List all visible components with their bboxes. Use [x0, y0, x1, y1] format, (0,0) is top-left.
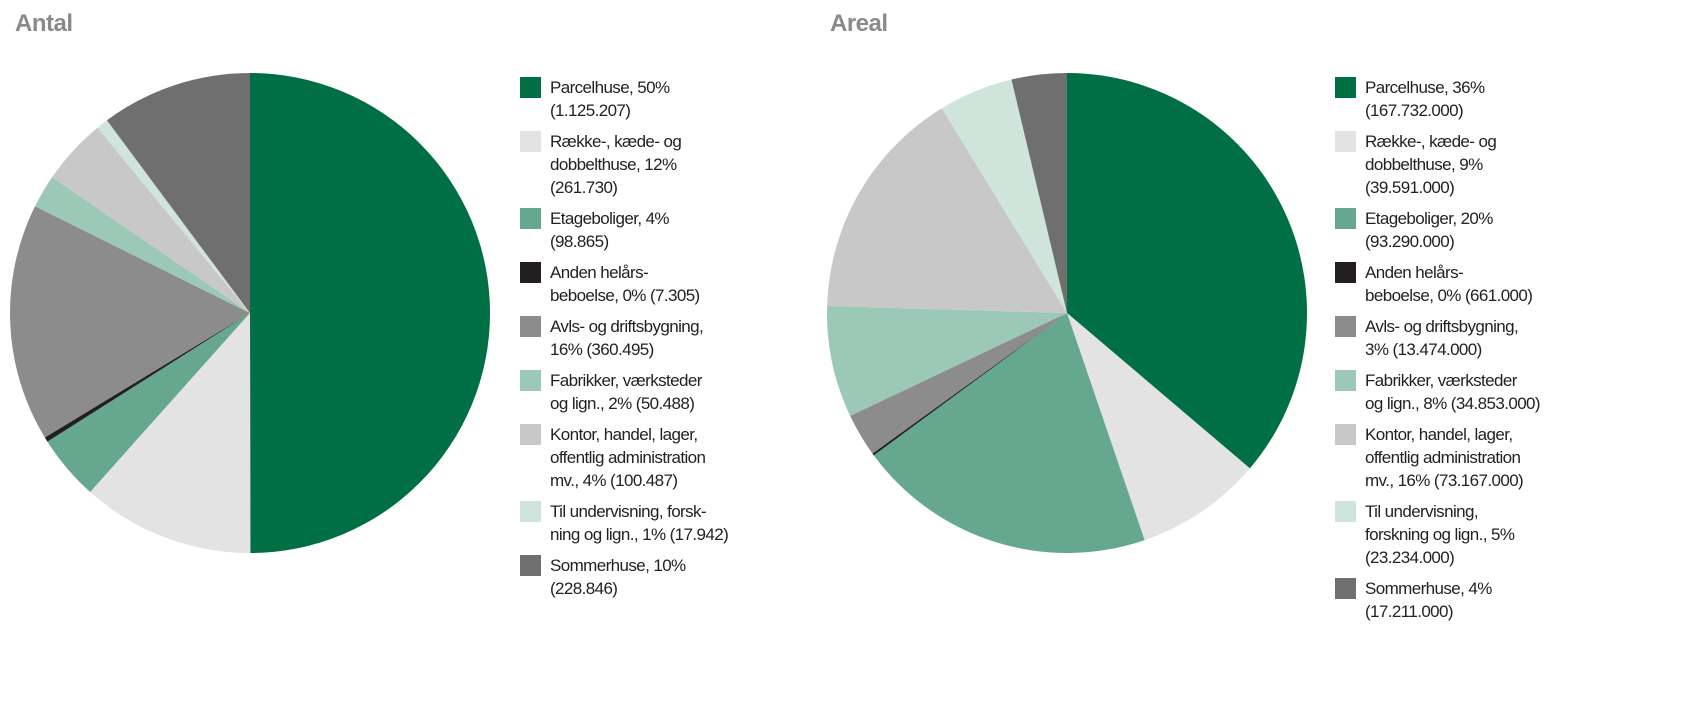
legend-item: Til undervisning, forskning og lign., 5%…: [1335, 500, 1675, 569]
legend-item: Sommerhuse, 4% (17.211.000): [1335, 577, 1675, 623]
legend-item: Anden helårs- beboelse, 0% (7.305): [520, 261, 860, 307]
legend-swatch: [1335, 424, 1356, 445]
legend-swatch: [520, 424, 541, 445]
legend-label: Række-, kæde- og dobbelthuse, 9% (39.591…: [1365, 132, 1497, 197]
pie-slice: [35, 177, 250, 313]
pie-slice: [47, 313, 250, 492]
legend-label: Parcelhuse, 36% (167.732.000): [1365, 78, 1485, 120]
legend-label: Række-, kæde- og dobbelthuse, 12% (261.7…: [550, 132, 682, 197]
pie-chart: [9, 73, 491, 554]
legend-label: Sommerhuse, 4% (17.211.000): [1365, 579, 1492, 621]
pie-slice: [1067, 73, 1307, 469]
pie-slice: [827, 305, 1067, 416]
legend-label: Til undervisning, forsk- ning og lign., …: [550, 502, 729, 544]
legend-item: Parcelhuse, 50% (1.125.207): [520, 76, 860, 122]
pie-slice: [97, 120, 251, 313]
legend-swatch: [520, 555, 541, 576]
legend-item: Anden helårs- beboelse, 0% (661.000): [1335, 261, 1675, 307]
legend-label: Avls- og driftsbygning, 16% (360.495): [550, 317, 704, 359]
legend-item: Avls- og driftsbygning, 16% (360.495): [520, 315, 860, 361]
legend-label: Kontor, handel, lager, offentlig adminis…: [1365, 425, 1524, 490]
legend-swatch: [1335, 501, 1356, 522]
legend-label: Fabrikker, værksteder og lign., 8% (34.8…: [1365, 371, 1541, 413]
legend-swatch: [520, 262, 541, 283]
legend-label: Kontor, handel, lager, offentlig adminis…: [550, 425, 706, 490]
pie-slice: [250, 73, 491, 553]
legend-label: Sommerhuse, 10% (228.846): [550, 556, 686, 598]
pie-slice: [850, 313, 1067, 454]
legend: Parcelhuse, 36% (167.732.000) Række-, kæd…: [1335, 76, 1675, 631]
pie-slice: [52, 127, 251, 314]
legend-swatch: [1335, 131, 1356, 152]
chart-panel: Parcelhuse, 50% (1.125.207) Række-, kæde-…: [9, 10, 729, 598]
legend-item: Avls- og driftsbygning, 3% (13.474.000): [1335, 315, 1675, 361]
legend-label: Etageboliger, 20% (93.290.000): [1365, 209, 1493, 251]
legend-swatch: [520, 208, 541, 229]
legend-swatch: [520, 316, 541, 337]
legend-item: Kontor, handel, lager, offentlig adminis…: [1335, 423, 1675, 492]
chart-title: Areal: [830, 10, 888, 37]
pie-slice: [827, 108, 1067, 313]
legend-item: Til undervisning, forsk- ning og lign., …: [520, 500, 860, 546]
legend-item: Sommerhuse, 10% (228.846): [520, 554, 860, 600]
legend-item: Række-, kæde- og dobbelthuse, 9% (39.591…: [1335, 130, 1675, 199]
pie-slice: [872, 313, 1067, 456]
legend-label: Til undervisning, forskning og lign., 5%…: [1365, 502, 1515, 567]
legend-item: Kontor, handel, lager, offentlig adminis…: [520, 423, 860, 492]
pie-slice: [1067, 313, 1250, 541]
legend-label: Anden helårs- beboelse, 0% (661.000): [1365, 263, 1533, 305]
legend-label: Avls- og driftsbygning, 3% (13.474.000): [1365, 317, 1519, 359]
legend-swatch: [1335, 77, 1356, 98]
legend-label: Fabrikker, værksteder og lign., 2% (50.4…: [550, 371, 702, 413]
pie-slice: [44, 313, 250, 442]
pie-slice: [941, 79, 1067, 313]
legend-item: Parcelhuse, 36% (167.732.000): [1335, 76, 1675, 122]
legend-item: Fabrikker, værksteder og lign., 2% (50.4…: [520, 369, 860, 415]
legend-swatch: [520, 77, 541, 98]
pie-slice: [90, 313, 251, 554]
pie-slice: [873, 313, 1145, 553]
chart-panel: Parcelhuse, 36% (167.732.000) Række-, kæd…: [815, 0, 1665, 711]
legend-swatch: [520, 501, 541, 522]
legend-item: Etageboliger, 20% (93.290.000): [1335, 207, 1675, 253]
legend-item: Række-, kæde- og dobbelthuse, 12% (261.7…: [520, 130, 860, 199]
legend-item: Etageboliger, 4% (98.865): [520, 207, 860, 253]
pie-chart: [827, 73, 1307, 553]
pie-slice: [106, 73, 250, 313]
legend-item: Fabrikker, værksteder og lign., 8% (34.8…: [1335, 369, 1675, 415]
legend-swatch: [1335, 578, 1356, 599]
legend-swatch: [1335, 262, 1356, 283]
legend-swatch: [1335, 370, 1356, 391]
legend-swatch: [1335, 208, 1356, 229]
pie-slice: [1011, 73, 1067, 313]
legend-label: Anden helårs- beboelse, 0% (7.305): [550, 263, 700, 305]
legend-label: Parcelhuse, 50% (1.125.207): [550, 78, 670, 120]
legend-label: Etageboliger, 4% (98.865): [550, 209, 670, 251]
chart-title: Antal: [15, 10, 73, 37]
legend: Parcelhuse, 50% (1.125.207) Række-, kæde-…: [520, 76, 860, 608]
pie-slice: [9, 206, 250, 438]
legend-swatch: [520, 131, 541, 152]
legend-swatch: [1335, 316, 1356, 337]
legend-swatch: [520, 370, 541, 391]
